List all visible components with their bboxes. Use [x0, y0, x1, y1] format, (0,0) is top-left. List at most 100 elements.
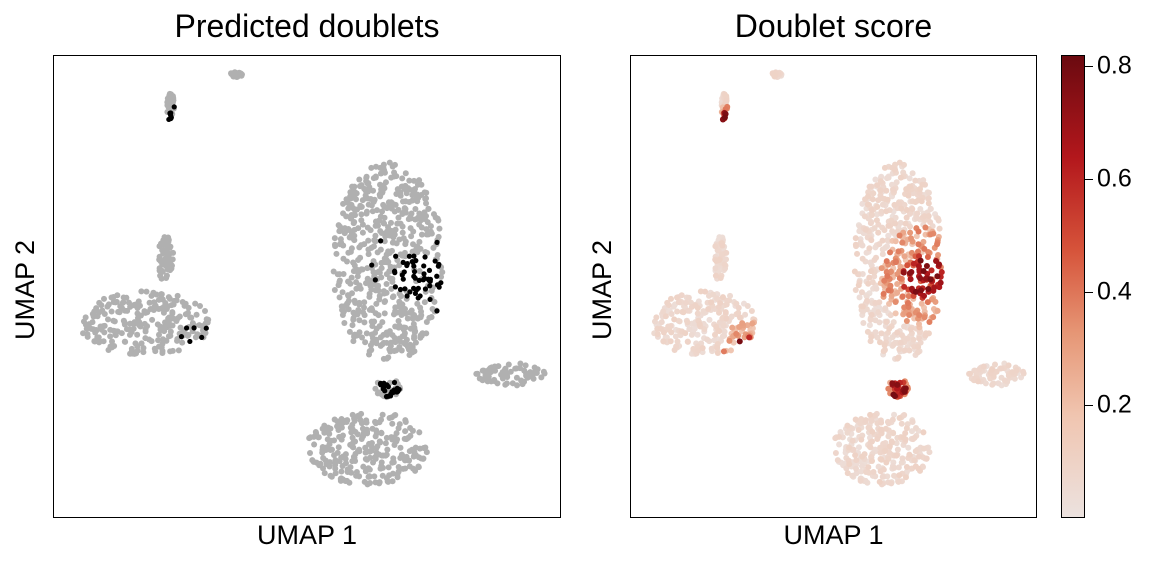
score-point: [862, 226, 869, 233]
score-point: [924, 299, 931, 306]
singlet-point: [192, 300, 199, 307]
score-point: [857, 239, 864, 246]
singlet-point: [166, 314, 173, 321]
singlet-point: [391, 441, 398, 448]
score-point: [891, 411, 898, 418]
singlet-point: [392, 323, 399, 330]
score-point: [886, 325, 893, 332]
score-point: [716, 309, 723, 316]
doublet-point: [378, 382, 384, 388]
singlet-point: [397, 444, 404, 451]
score-point: [852, 241, 859, 248]
score-point: [898, 420, 905, 427]
doublet-point: [391, 387, 397, 393]
score-point: [872, 317, 879, 324]
singlet-point: [101, 322, 108, 329]
singlet-point: [374, 443, 381, 450]
chart-title-doublet-score: Doublet score: [734, 8, 933, 44]
score-point: [867, 316, 874, 323]
singlet-point: [170, 249, 177, 256]
singlet-point: [174, 337, 181, 344]
singlet-point: [401, 435, 408, 442]
singlet-point: [498, 371, 505, 378]
score-point: [834, 457, 841, 464]
singlet-point: [350, 268, 357, 275]
singlet-point: [184, 332, 191, 339]
doublet-point: [178, 334, 185, 340]
singlet-point: [157, 257, 164, 264]
score-point: [704, 336, 711, 343]
singlet-point: [365, 251, 372, 258]
score-point: [921, 292, 928, 299]
score-point: [858, 289, 865, 296]
singlet-point: [517, 360, 524, 367]
singlet-point: [494, 380, 501, 387]
singlet-point: [331, 452, 338, 459]
singlet-point: [439, 269, 446, 276]
singlet-point: [410, 465, 417, 472]
score-point: [865, 280, 872, 287]
score-point: [870, 190, 877, 197]
score-point: [657, 325, 664, 332]
singlet-point: [307, 434, 314, 441]
score-point: [881, 277, 888, 284]
doublet-point: [406, 253, 413, 259]
singlet-point: [333, 250, 340, 257]
doublet-point: [434, 273, 440, 279]
singlet-point: [395, 463, 402, 470]
singlet-point: [332, 460, 339, 467]
singlet-point: [409, 248, 416, 255]
singlet-point: [111, 318, 118, 325]
singlet-point: [367, 282, 374, 289]
singlet-point: [167, 91, 174, 98]
score-point: [684, 319, 691, 326]
score-point: [894, 280, 901, 288]
score-point: [1005, 362, 1012, 369]
singlet-point: [353, 279, 360, 286]
score-point: [878, 426, 885, 433]
score-point: [920, 445, 927, 452]
singlet-point: [406, 309, 413, 316]
doublet-point: [426, 267, 433, 273]
score-point: [894, 355, 901, 362]
score-point: [903, 468, 910, 475]
score-point: [723, 256, 730, 263]
singlet-point: [356, 244, 363, 251]
singlet-point: [342, 417, 349, 424]
score-point: [916, 335, 923, 342]
score-point: [918, 198, 925, 205]
doublet-point: [404, 261, 411, 267]
score-point: [988, 366, 995, 373]
singlet-point: [339, 311, 346, 318]
singlet-point: [321, 429, 328, 436]
singlet-point: [376, 217, 383, 224]
score-point: [980, 363, 987, 370]
singlet-point: [112, 328, 119, 335]
colorbar-tick: [1085, 405, 1093, 407]
score-point: [869, 196, 876, 203]
score-point: [686, 326, 693, 333]
score-point: [736, 338, 743, 345]
singlet-point: [383, 434, 390, 441]
singlet-point: [231, 70, 238, 77]
singlet-point: [405, 216, 412, 223]
score-point: [885, 287, 892, 294]
singlet-point: [105, 347, 112, 354]
singlet-point: [390, 311, 397, 318]
score-point: [719, 242, 726, 249]
singlet-point: [196, 322, 203, 329]
singlet-point: [420, 444, 427, 451]
doublet-point: [411, 253, 417, 259]
singlet-point: [402, 324, 409, 331]
singlet-point: [143, 288, 150, 295]
singlet-point: [121, 319, 128, 326]
singlet-point: [359, 334, 366, 341]
score-point: [891, 464, 898, 471]
singlet-point: [150, 289, 157, 296]
y-axis-label-left: UMAP 2: [10, 239, 40, 340]
singlet-point: [316, 462, 323, 469]
score-point: [748, 307, 755, 314]
singlet-point: [361, 299, 368, 306]
score-point: [667, 338, 674, 345]
singlet-point: [389, 420, 396, 427]
